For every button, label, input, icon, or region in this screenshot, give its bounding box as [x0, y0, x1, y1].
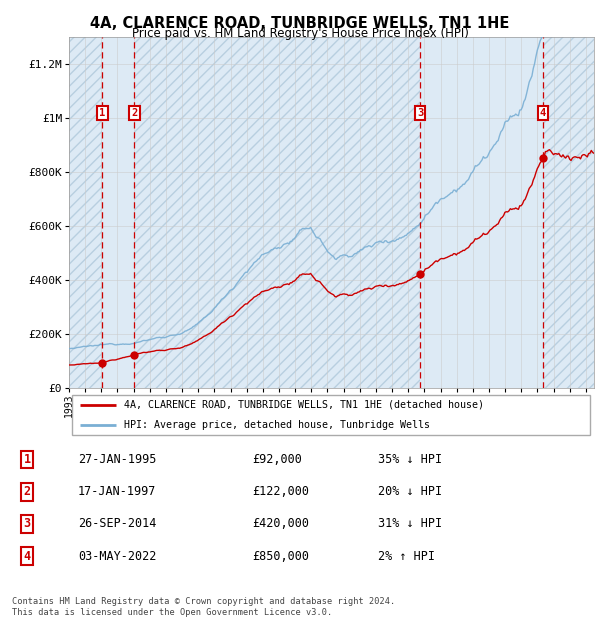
- Text: 2: 2: [131, 108, 137, 118]
- Text: 27-JAN-1995: 27-JAN-1995: [78, 453, 157, 466]
- Bar: [134, 37, 420, 387]
- Text: £420,000: £420,000: [252, 518, 309, 530]
- Text: £850,000: £850,000: [252, 550, 309, 562]
- Text: 4A, CLARENCE ROAD, TUNBRIDGE WELLS, TN1 1HE: 4A, CLARENCE ROAD, TUNBRIDGE WELLS, TN1 …: [91, 16, 509, 31]
- Bar: [543, 37, 594, 387]
- Text: 2% ↑ HPI: 2% ↑ HPI: [378, 550, 435, 562]
- Text: HPI: Average price, detached house, Tunbridge Wells: HPI: Average price, detached house, Tunb…: [124, 420, 430, 430]
- Text: 3: 3: [417, 108, 424, 118]
- Text: 4: 4: [23, 550, 31, 562]
- Text: 3: 3: [23, 518, 31, 530]
- Text: 26-SEP-2014: 26-SEP-2014: [78, 518, 157, 530]
- Text: 1: 1: [100, 108, 106, 118]
- Text: 20% ↓ HPI: 20% ↓ HPI: [378, 485, 442, 498]
- Bar: [69, 37, 103, 387]
- Text: 31% ↓ HPI: 31% ↓ HPI: [378, 518, 442, 530]
- Bar: [134, 37, 420, 387]
- FancyBboxPatch shape: [71, 395, 590, 435]
- Text: £92,000: £92,000: [252, 453, 302, 466]
- Text: 4A, CLARENCE ROAD, TUNBRIDGE WELLS, TN1 1HE (detached house): 4A, CLARENCE ROAD, TUNBRIDGE WELLS, TN1 …: [124, 400, 484, 410]
- Text: £122,000: £122,000: [252, 485, 309, 498]
- Text: 4: 4: [540, 108, 546, 118]
- Text: 1: 1: [23, 453, 31, 466]
- Bar: [543, 37, 594, 387]
- Bar: [69, 37, 103, 387]
- Text: 17-JAN-1997: 17-JAN-1997: [78, 485, 157, 498]
- Text: Price paid vs. HM Land Registry's House Price Index (HPI): Price paid vs. HM Land Registry's House …: [131, 27, 469, 40]
- Bar: [103, 37, 134, 387]
- Bar: [420, 37, 543, 387]
- Text: 2: 2: [23, 485, 31, 498]
- Text: Contains HM Land Registry data © Crown copyright and database right 2024.
This d: Contains HM Land Registry data © Crown c…: [12, 598, 395, 617]
- Text: 03-MAY-2022: 03-MAY-2022: [78, 550, 157, 562]
- Text: 35% ↓ HPI: 35% ↓ HPI: [378, 453, 442, 466]
